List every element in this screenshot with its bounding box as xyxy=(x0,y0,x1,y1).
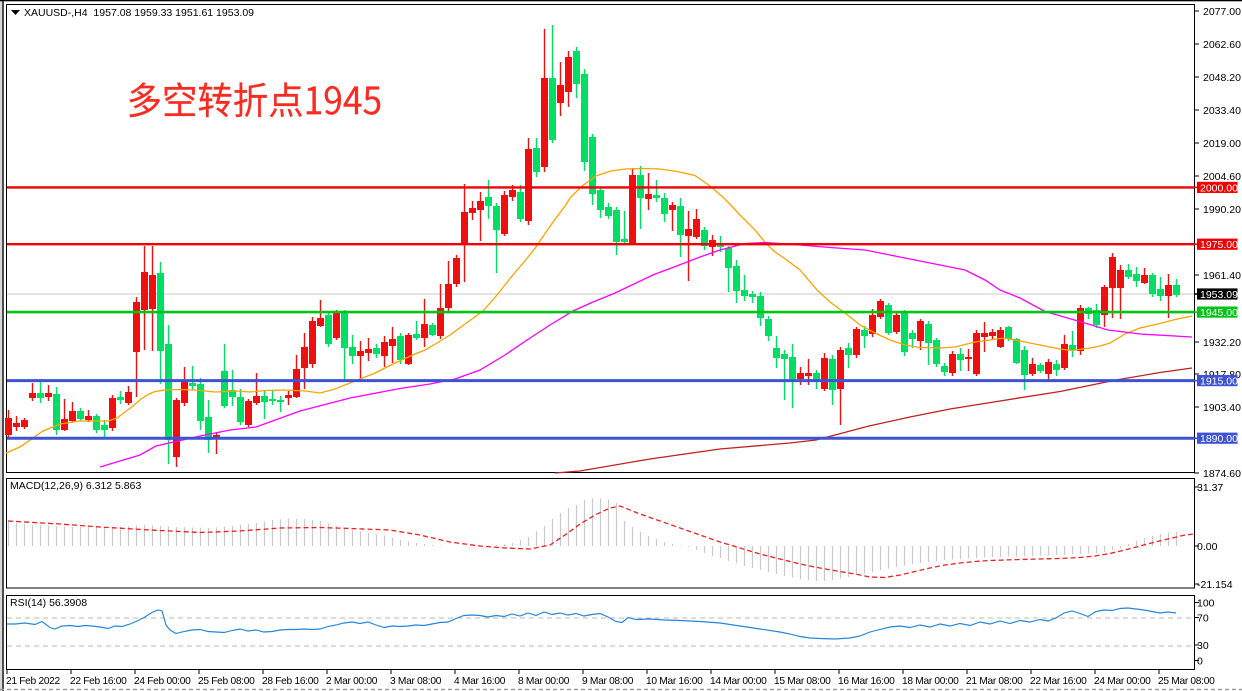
svg-text:2062.60: 2062.60 xyxy=(1203,39,1241,51)
svg-text:2048.20: 2048.20 xyxy=(1203,72,1241,84)
svg-text:28 Feb 16:00: 28 Feb 16:00 xyxy=(262,676,319,687)
svg-text:2033.40: 2033.40 xyxy=(1203,105,1241,117)
svg-text:2019.00: 2019.00 xyxy=(1203,138,1241,150)
svg-text:21 Mar 08:00: 21 Mar 08:00 xyxy=(966,676,1023,687)
svg-text:15 Mar 08:00: 15 Mar 08:00 xyxy=(774,676,831,687)
svg-text:1961.40: 1961.40 xyxy=(1203,270,1241,282)
svg-text:8 Mar 00:00: 8 Mar 00:00 xyxy=(518,676,570,687)
svg-text:10 Mar 16:00: 10 Mar 16:00 xyxy=(646,676,703,687)
svg-text:1932.20: 1932.20 xyxy=(1203,337,1241,349)
svg-text:2004.60: 2004.60 xyxy=(1203,171,1241,183)
svg-text:14 Mar 00:00: 14 Mar 00:00 xyxy=(710,676,767,687)
svg-text:1990.20: 1990.20 xyxy=(1203,204,1241,216)
svg-text:25 Mar 08:00: 25 Mar 08:00 xyxy=(1158,676,1215,687)
svg-text:3 Mar 08:00: 3 Mar 08:00 xyxy=(390,676,442,687)
svg-text:9 Mar 08:00: 9 Mar 08:00 xyxy=(582,676,634,687)
svg-text:100: 100 xyxy=(1197,598,1215,610)
svg-text:70: 70 xyxy=(1197,613,1209,625)
svg-text:1874.60: 1874.60 xyxy=(1203,468,1241,480)
svg-text:2 Mar 00:00: 2 Mar 00:00 xyxy=(326,676,378,687)
svg-text:30: 30 xyxy=(1197,640,1209,652)
svg-text:MACD(12,26,9) 6.312 5.863: MACD(12,26,9) 6.312 5.863 xyxy=(10,480,141,492)
svg-text:4 Mar 16:00: 4 Mar 16:00 xyxy=(454,676,506,687)
svg-text:1975.00: 1975.00 xyxy=(1200,239,1238,251)
svg-text:-21.154: -21.154 xyxy=(1197,579,1233,591)
svg-text:24 Mar 00:00: 24 Mar 00:00 xyxy=(1094,676,1151,687)
svg-text:1915.00: 1915.00 xyxy=(1200,376,1238,388)
svg-text:0.00: 0.00 xyxy=(1197,541,1218,553)
svg-text:22 Mar 16:00: 22 Mar 16:00 xyxy=(1030,676,1087,687)
svg-text:18 Mar 00:00: 18 Mar 00:00 xyxy=(902,676,959,687)
svg-text:1945.00: 1945.00 xyxy=(1200,307,1238,319)
svg-text:16 Mar 16:00: 16 Mar 16:00 xyxy=(838,676,895,687)
svg-text:0: 0 xyxy=(1197,656,1203,668)
svg-text:2077.00: 2077.00 xyxy=(1203,6,1241,18)
svg-text:24 Feb 00:00: 24 Feb 00:00 xyxy=(134,676,191,687)
svg-text:22 Feb 16:00: 22 Feb 16:00 xyxy=(70,676,127,687)
svg-text:21 Feb 2022: 21 Feb 2022 xyxy=(6,676,61,687)
svg-text:31.37: 31.37 xyxy=(1197,482,1223,494)
svg-text:25 Feb 08:00: 25 Feb 08:00 xyxy=(198,676,255,687)
svg-text:RSI(14) 56.3908: RSI(14) 56.3908 xyxy=(10,597,87,609)
svg-text:1903.40: 1903.40 xyxy=(1203,402,1241,414)
svg-text:XAUUSD-,H4 1957.08 1959.33 19: XAUUSD-,H4 1957.08 1959.33 1951.61 1953.… xyxy=(24,7,254,19)
svg-text:1890.00: 1890.00 xyxy=(1200,433,1238,445)
svg-text:2000.00: 2000.00 xyxy=(1200,182,1238,194)
svg-text:1953.09: 1953.09 xyxy=(1200,289,1238,301)
